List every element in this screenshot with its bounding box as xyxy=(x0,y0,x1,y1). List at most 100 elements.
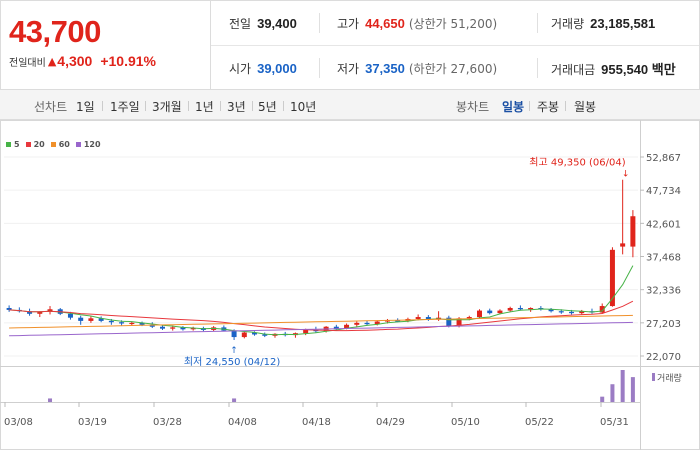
price-box: 43,700 전일대비 ▲ 4,300 +10.91% xyxy=(1,1,211,89)
volume-value: 23,185,581 xyxy=(590,15,656,31)
y-tick-label: 32,336 xyxy=(646,286,681,297)
candle-body xyxy=(27,311,33,314)
legend-swatch xyxy=(25,142,31,147)
candle-body xyxy=(497,310,503,314)
x-tick-label: 05/22 xyxy=(525,417,554,428)
current-price: 43,700 xyxy=(9,14,101,49)
volume-bar xyxy=(630,377,635,402)
y-tick-label: 27,203 xyxy=(646,319,681,330)
x-tick-label: 04/08 xyxy=(228,417,257,428)
candle-body xyxy=(231,330,237,338)
tab-1y[interactable]: 1년 xyxy=(195,100,214,114)
divider xyxy=(537,13,538,33)
prev-close-label: 전일 xyxy=(229,16,252,31)
tab-daily[interactable]: 일봉 xyxy=(502,100,525,114)
candle-body xyxy=(620,243,626,247)
tab-10y[interactable]: 10년 xyxy=(290,100,317,114)
lower-limit: (하한가 27,600) xyxy=(408,62,498,76)
open-price: 시가 39,000 xyxy=(229,60,297,77)
high-value: 44,650 xyxy=(365,15,405,31)
up-arrow-icon: ↑ xyxy=(230,346,238,356)
legend-swatch xyxy=(50,142,56,147)
candle-body xyxy=(609,249,615,307)
candle-body xyxy=(190,328,196,330)
tab-divider xyxy=(102,101,103,111)
x-tick-label: 05/31 xyxy=(600,417,629,428)
candle-body xyxy=(129,322,135,325)
chart-tabs: 선차트 1일 1주일 3개월 1년 3년 5년 10년 봉차트 일봉 주봉 월봉 xyxy=(0,90,700,120)
tab-1w[interactable]: 1주일 xyxy=(110,100,140,114)
tab-monthly[interactable]: 월봉 xyxy=(574,100,597,114)
candle-body xyxy=(303,329,309,334)
candle-body xyxy=(139,322,145,325)
x-tick-label: 05/10 xyxy=(451,417,480,428)
candle-body xyxy=(477,310,482,318)
volume-bar xyxy=(48,398,53,402)
volume-bar xyxy=(600,396,605,402)
candle-body xyxy=(384,320,390,322)
tab-5y[interactable]: 5년 xyxy=(258,100,277,114)
candle-body xyxy=(241,332,247,338)
y-tick-label: 22,070 xyxy=(646,352,681,363)
price-change: 전일대비 ▲ 4,300 +10.91% xyxy=(9,53,210,69)
candle-body xyxy=(528,307,534,310)
tab-weekly[interactable]: 주봉 xyxy=(537,100,560,114)
tab-divider xyxy=(529,101,530,111)
tab-divider xyxy=(252,101,253,111)
tab-divider xyxy=(220,101,221,111)
candle-body xyxy=(252,332,258,335)
up-triangle-icon: ▲ xyxy=(47,54,57,68)
tab-3y[interactable]: 3년 xyxy=(227,100,246,114)
legend-label: 60 xyxy=(58,140,70,149)
high-label: 고가 xyxy=(337,16,360,31)
tab-divider xyxy=(565,101,566,111)
low-label: 저가 xyxy=(337,62,360,76)
amount-value: 955,540 백만 xyxy=(601,62,676,77)
tab-3m[interactable]: 3개월 xyxy=(152,100,182,114)
upper-limit: (상한가 51,200) xyxy=(408,16,498,31)
candle-body xyxy=(599,306,605,313)
open-label: 시가 xyxy=(229,62,252,76)
legend-label: 5 xyxy=(14,140,20,149)
volume: 거래량 23,185,581 xyxy=(551,15,655,32)
low-annotation: 최저 24,550 (04/12) xyxy=(184,356,280,368)
candle-body xyxy=(507,307,513,311)
candle-body xyxy=(354,322,360,325)
candle-body xyxy=(160,326,165,329)
legend-swatch xyxy=(6,142,11,147)
stats-row-2: 시가 39,000 저가 37,350 (하한가 27,600) 거래대금 95… xyxy=(211,46,699,91)
stats-grid: 전일 39,400 고가 44,650 (상한가 51,200) 거래량 23,… xyxy=(211,1,699,89)
candle-body xyxy=(466,317,472,319)
open-value: 39,000 xyxy=(257,61,297,76)
candle-body xyxy=(425,317,431,320)
tab-divider xyxy=(145,101,146,111)
tab-divider xyxy=(283,101,284,111)
volume-bar xyxy=(232,398,237,402)
candle-body xyxy=(119,322,125,324)
candle-body xyxy=(487,310,493,314)
x-tick-label: 03/28 xyxy=(153,417,182,428)
volume-bar xyxy=(610,384,615,402)
ma120-line xyxy=(9,321,633,337)
tab-1d[interactable]: 1일 xyxy=(76,100,95,114)
candle-chart-heading: 봉차트 xyxy=(456,100,490,114)
candle-body xyxy=(446,317,452,327)
candle-body xyxy=(548,309,554,312)
ma20-line xyxy=(9,300,634,332)
chart-legend: 5 20 60 120 xyxy=(6,140,101,149)
candle-body xyxy=(333,326,339,329)
legend-ma60: 60 xyxy=(50,140,70,149)
tab-divider xyxy=(188,101,189,111)
y-tick-label: 47,734 xyxy=(646,186,681,197)
candle-body xyxy=(579,311,585,314)
candle-body xyxy=(374,321,380,325)
candle-body xyxy=(364,322,370,325)
legend-swatch xyxy=(75,142,81,147)
volume-legend-label: 거래량 xyxy=(657,372,682,384)
candle-body xyxy=(313,329,319,332)
x-tick-label: 03/19 xyxy=(78,417,107,428)
chart-frame xyxy=(0,120,700,450)
candle-body xyxy=(98,318,104,321)
legend-ma5: 5 xyxy=(6,140,20,149)
